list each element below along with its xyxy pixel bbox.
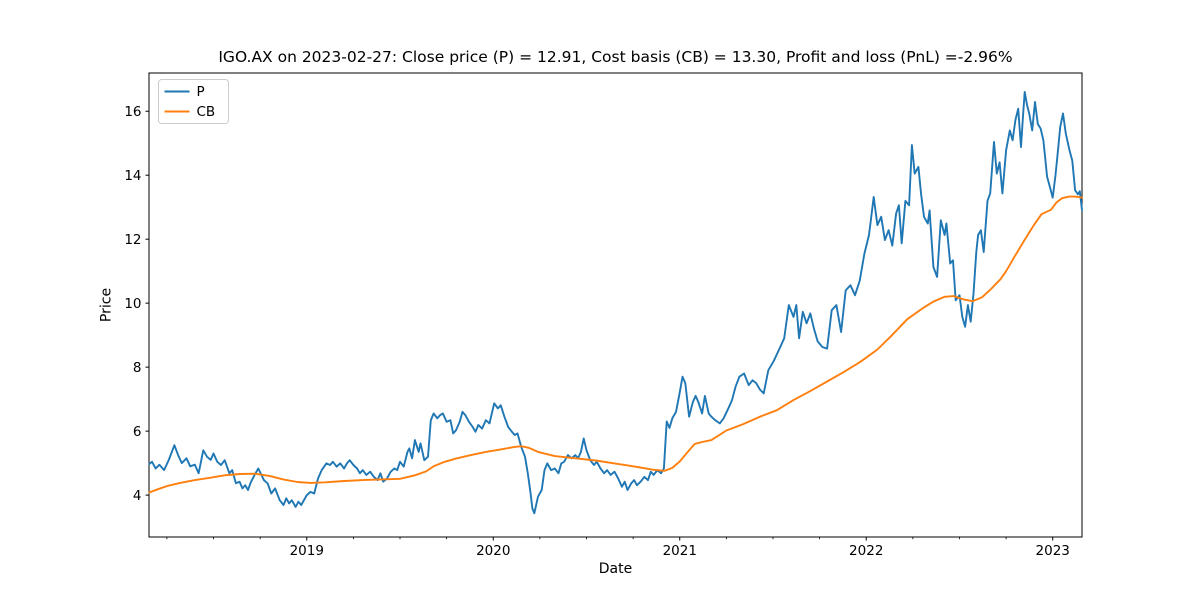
- y-tick-label: 16: [124, 104, 141, 120]
- legend-label-cb: CB: [197, 104, 216, 120]
- price-line: [148, 91, 1083, 515]
- legend-item-p: P: [164, 84, 205, 100]
- y-tick-label: 6: [133, 424, 142, 440]
- x-tick-label: 2023: [1036, 543, 1070, 559]
- x-tick-label: 2021: [663, 543, 697, 559]
- legend-box: [158, 79, 229, 124]
- x-tick-label: 2020: [476, 543, 510, 559]
- legend-item-cb: CB: [164, 104, 216, 120]
- axes-ticks: 2019 2020 2021 2022 2023 4 6 8 10 12 14 16: [124, 104, 1070, 559]
- y-tick-label: 8: [133, 360, 142, 376]
- y-tick-label: 14: [124, 168, 141, 184]
- x-tick-label: 2022: [849, 543, 883, 559]
- y-tick-label: 4: [133, 488, 142, 504]
- cost-basis-line: [148, 195, 1083, 494]
- y-tick-label: 10: [124, 296, 141, 312]
- legend: P CB: [158, 79, 229, 124]
- y-axis-label: Price: [99, 288, 115, 322]
- legend-label-p: P: [197, 84, 205, 100]
- y-tick-label: 12: [124, 232, 141, 248]
- plot-area: [148, 72, 1083, 538]
- x-tick-label: 2019: [290, 543, 324, 559]
- series-lines: [148, 91, 1083, 515]
- x-axis-label: Date: [599, 561, 632, 577]
- chart-title: IGO.AX on 2023-02-27: Close price (P) = …: [218, 48, 1012, 66]
